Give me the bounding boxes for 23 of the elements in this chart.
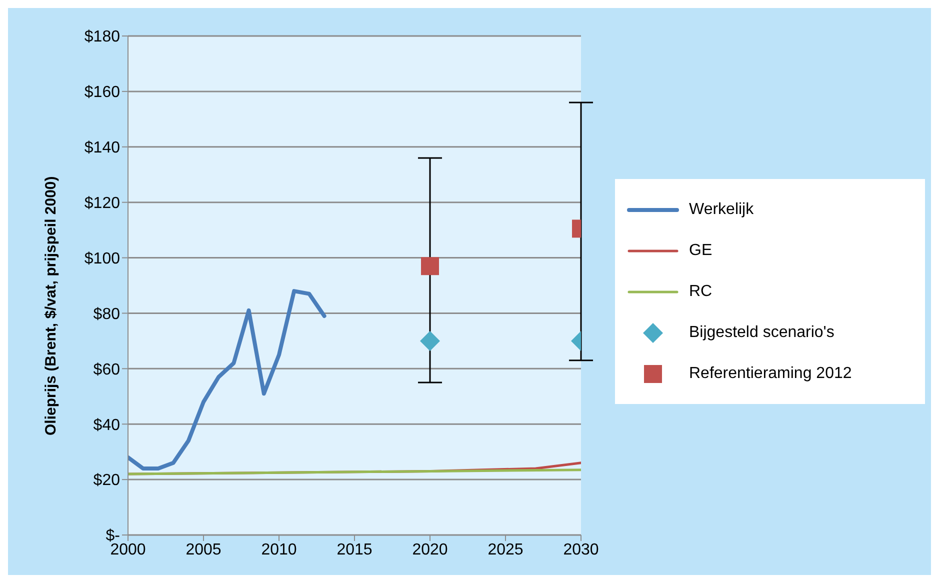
legend-label: GE	[689, 242, 712, 260]
x-tick-label: 2030	[563, 541, 599, 558]
x-tick-label: 2025	[488, 541, 524, 558]
x-tick-label: 2015	[336, 541, 372, 558]
legend-label: Bijgesteld scenario's	[689, 324, 834, 342]
y-tick-label: $40	[93, 416, 120, 434]
y-tick-label: $180	[84, 28, 120, 46]
y-tick-label: $140	[84, 140, 120, 157]
y-tick-label: $80	[93, 306, 120, 323]
x-tick-label: 2005	[186, 541, 222, 558]
y-tick-label: $160	[84, 84, 120, 102]
legend-label: Werkelijk	[689, 200, 754, 218]
x-tick-label: 2010	[261, 541, 297, 558]
y-tick-label: $120	[84, 195, 120, 212]
y-tick-label: $20	[93, 472, 120, 490]
y-tick-label: $100	[84, 250, 120, 268]
y-axis-title: Olieprijs (Brent, $/vat, prijspeil 2000)	[42, 176, 60, 436]
x-tick-label: 2000	[110, 541, 146, 558]
legend-label: Referentieraming 2012	[689, 364, 852, 382]
legend-label: RC	[689, 282, 712, 300]
line-series	[128, 289, 326, 470]
y-tick-label: $60	[93, 361, 120, 378]
x-tick-label: 2020	[412, 541, 448, 558]
